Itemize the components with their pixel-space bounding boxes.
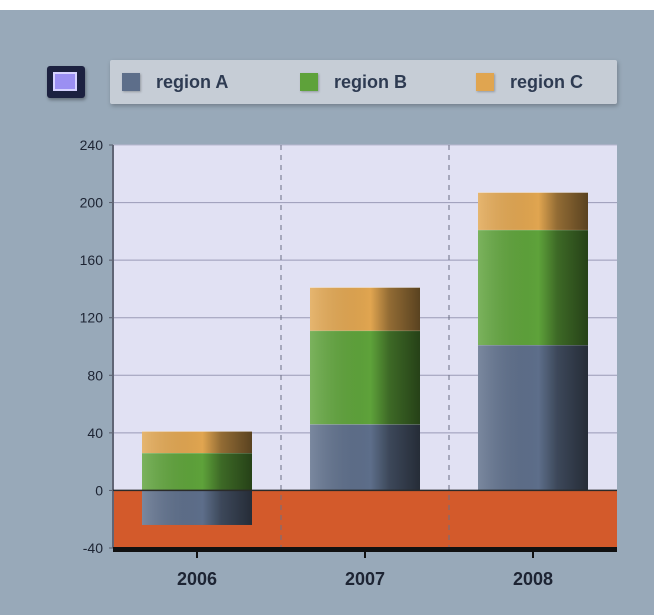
y-tick-label: 200 — [80, 195, 104, 211]
legend-item-region-b[interactable]: region B — [300, 60, 407, 104]
legend-item-region-c[interactable]: region C — [476, 60, 583, 104]
bar-shade-region-A-2007 — [310, 424, 420, 491]
bar-shade-region-C-2006 — [142, 431, 252, 454]
bar-shade-region-B-2008 — [478, 229, 588, 346]
bar-shade-region-C-2008 — [478, 192, 588, 230]
legend-swatch-region-a — [122, 73, 140, 91]
legend-item-region-a[interactable]: region A — [122, 60, 228, 104]
legend-label-region-c: region C — [510, 71, 584, 92]
legend-swatch-region-c — [476, 73, 494, 91]
y-tick-label: 40 — [87, 425, 103, 441]
legend-swatch-region-b — [300, 73, 318, 91]
bar-shade-region-B-2007 — [310, 330, 420, 425]
y-tick-label: 0 — [95, 482, 103, 498]
bar-shade-region-B-2006 — [142, 453, 252, 491]
y-tick-label: 160 — [80, 252, 104, 268]
chart-toggle-icon[interactable] — [47, 66, 85, 98]
x-tick-label: 2007 — [345, 569, 385, 589]
bar-shade-region-A-2006 — [142, 490, 252, 525]
y-tick-label: -40 — [83, 540, 103, 556]
legend-label-region-a: region A — [156, 71, 229, 92]
x-axis-line — [113, 547, 617, 552]
bar-shade-region-C-2007 — [310, 287, 420, 331]
legend-label-region-b: region B — [334, 71, 408, 92]
x-tick-label: 2006 — [177, 569, 217, 589]
legend: region A region B region C — [110, 60, 617, 104]
y-tick-label: 240 — [80, 137, 104, 153]
y-tick-label: 120 — [80, 310, 104, 326]
x-tick-label: 2008 — [513, 569, 553, 589]
bar-shade-region-A-2008 — [478, 345, 588, 491]
toggle-inner — [53, 72, 77, 91]
y-tick-label: 80 — [87, 367, 103, 383]
